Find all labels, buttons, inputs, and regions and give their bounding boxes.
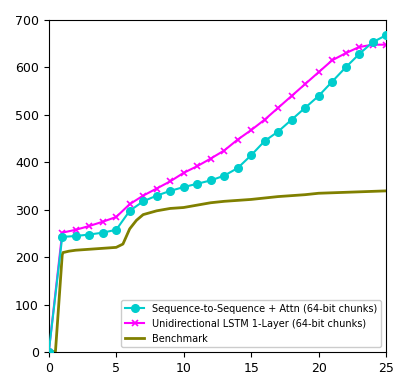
Sequence-to-Sequence + Attn (64-bit chunks) bbox=[384, 33, 389, 37]
Unidirectional LSTM 1-Layer (64-bit chunks) bbox=[100, 220, 105, 224]
Sequence-to-Sequence + Attn (64-bit chunks) bbox=[60, 235, 65, 239]
Unidirectional LSTM 1-Layer (64-bit chunks) bbox=[60, 230, 65, 235]
Line: Unidirectional LSTM 1-Layer (64-bit chunks): Unidirectional LSTM 1-Layer (64-bit chun… bbox=[45, 41, 389, 356]
Unidirectional LSTM 1-Layer (64-bit chunks) bbox=[168, 179, 173, 184]
Benchmark bbox=[53, 349, 58, 354]
Unidirectional LSTM 1-Layer (64-bit chunks) bbox=[289, 94, 294, 98]
Benchmark bbox=[343, 190, 348, 195]
Unidirectional LSTM 1-Layer (64-bit chunks) bbox=[276, 105, 281, 110]
Benchmark bbox=[384, 188, 389, 193]
Unidirectional LSTM 1-Layer (64-bit chunks) bbox=[181, 170, 186, 175]
Benchmark bbox=[73, 248, 78, 253]
Unidirectional LSTM 1-Layer (64-bit chunks) bbox=[222, 148, 227, 153]
Benchmark bbox=[141, 212, 146, 217]
Benchmark bbox=[114, 245, 119, 250]
Unidirectional LSTM 1-Layer (64-bit chunks) bbox=[249, 128, 254, 133]
Unidirectional LSTM 1-Layer (64-bit chunks) bbox=[127, 202, 132, 207]
Sequence-to-Sequence + Attn (64-bit chunks) bbox=[303, 105, 308, 110]
Legend: Sequence-to-Sequence + Attn (64-bit chunks), Unidirectional LSTM 1-Layer (64-bit: Sequence-to-Sequence + Attn (64-bit chun… bbox=[121, 300, 381, 347]
Sequence-to-Sequence + Attn (64-bit chunks) bbox=[276, 129, 281, 134]
Sequence-to-Sequence + Attn (64-bit chunks) bbox=[46, 350, 51, 355]
Unidirectional LSTM 1-Layer (64-bit chunks) bbox=[87, 224, 92, 229]
Sequence-to-Sequence + Attn (64-bit chunks) bbox=[87, 232, 92, 237]
Benchmark bbox=[357, 190, 362, 194]
Unidirectional LSTM 1-Layer (64-bit chunks) bbox=[114, 215, 119, 219]
Benchmark bbox=[262, 196, 267, 200]
Unidirectional LSTM 1-Layer (64-bit chunks) bbox=[357, 45, 362, 50]
Benchmark bbox=[61, 250, 65, 255]
Sequence-to-Sequence + Attn (64-bit chunks) bbox=[73, 234, 78, 238]
Line: Benchmark: Benchmark bbox=[49, 191, 386, 352]
Sequence-to-Sequence + Attn (64-bit chunks) bbox=[289, 117, 294, 122]
Sequence-to-Sequence + Attn (64-bit chunks) bbox=[343, 65, 348, 70]
Benchmark bbox=[154, 209, 159, 213]
Benchmark bbox=[276, 194, 281, 199]
Sequence-to-Sequence + Attn (64-bit chunks) bbox=[222, 174, 227, 178]
Unidirectional LSTM 1-Layer (64-bit chunks) bbox=[195, 164, 200, 168]
Sequence-to-Sequence + Attn (64-bit chunks) bbox=[114, 227, 119, 232]
Sequence-to-Sequence + Attn (64-bit chunks) bbox=[208, 178, 213, 183]
Sequence-to-Sequence + Attn (64-bit chunks) bbox=[168, 188, 173, 193]
Unidirectional LSTM 1-Layer (64-bit chunks) bbox=[330, 58, 335, 63]
Benchmark bbox=[100, 246, 105, 251]
Sequence-to-Sequence + Attn (64-bit chunks) bbox=[249, 153, 254, 158]
Line: Sequence-to-Sequence + Attn (64-bit chunks): Sequence-to-Sequence + Attn (64-bit chun… bbox=[45, 31, 390, 356]
Sequence-to-Sequence + Attn (64-bit chunks) bbox=[154, 193, 159, 198]
Unidirectional LSTM 1-Layer (64-bit chunks) bbox=[316, 70, 321, 74]
Benchmark bbox=[127, 227, 132, 231]
Benchmark bbox=[121, 242, 126, 246]
Benchmark bbox=[249, 197, 254, 202]
Unidirectional LSTM 1-Layer (64-bit chunks) bbox=[154, 186, 159, 191]
Sequence-to-Sequence + Attn (64-bit chunks) bbox=[141, 199, 146, 204]
Benchmark bbox=[370, 189, 375, 194]
Benchmark bbox=[60, 253, 65, 257]
Sequence-to-Sequence + Attn (64-bit chunks) bbox=[195, 181, 200, 186]
Unidirectional LSTM 1-Layer (64-bit chunks) bbox=[262, 117, 267, 122]
Benchmark bbox=[330, 190, 335, 195]
Benchmark bbox=[195, 203, 200, 207]
Sequence-to-Sequence + Attn (64-bit chunks) bbox=[235, 166, 240, 170]
Benchmark bbox=[168, 206, 173, 211]
Unidirectional LSTM 1-Layer (64-bit chunks) bbox=[208, 156, 213, 161]
Unidirectional LSTM 1-Layer (64-bit chunks) bbox=[141, 193, 146, 198]
Sequence-to-Sequence + Attn (64-bit chunks) bbox=[181, 185, 186, 190]
Unidirectional LSTM 1-Layer (64-bit chunks) bbox=[384, 43, 389, 47]
Benchmark bbox=[46, 350, 51, 355]
Benchmark bbox=[235, 198, 240, 203]
Sequence-to-Sequence + Attn (64-bit chunks) bbox=[370, 40, 375, 44]
Sequence-to-Sequence + Attn (64-bit chunks) bbox=[330, 80, 335, 84]
Benchmark bbox=[87, 247, 92, 252]
Unidirectional LSTM 1-Layer (64-bit chunks) bbox=[235, 137, 240, 142]
Benchmark bbox=[181, 205, 186, 210]
Benchmark bbox=[303, 192, 308, 197]
Benchmark bbox=[67, 249, 72, 254]
Benchmark bbox=[134, 218, 139, 223]
Unidirectional LSTM 1-Layer (64-bit chunks) bbox=[73, 227, 78, 232]
Sequence-to-Sequence + Attn (64-bit chunks) bbox=[357, 52, 362, 57]
Benchmark bbox=[316, 191, 321, 196]
Benchmark bbox=[289, 193, 294, 198]
Unidirectional LSTM 1-Layer (64-bit chunks) bbox=[303, 82, 308, 87]
Unidirectional LSTM 1-Layer (64-bit chunks) bbox=[46, 350, 51, 355]
Benchmark bbox=[222, 199, 227, 204]
Sequence-to-Sequence + Attn (64-bit chunks) bbox=[316, 94, 321, 98]
Benchmark bbox=[208, 200, 213, 205]
Sequence-to-Sequence + Attn (64-bit chunks) bbox=[100, 230, 105, 235]
Sequence-to-Sequence + Attn (64-bit chunks) bbox=[262, 139, 267, 144]
Unidirectional LSTM 1-Layer (64-bit chunks) bbox=[343, 51, 348, 55]
Unidirectional LSTM 1-Layer (64-bit chunks) bbox=[370, 43, 375, 47]
Sequence-to-Sequence + Attn (64-bit chunks) bbox=[127, 209, 132, 213]
